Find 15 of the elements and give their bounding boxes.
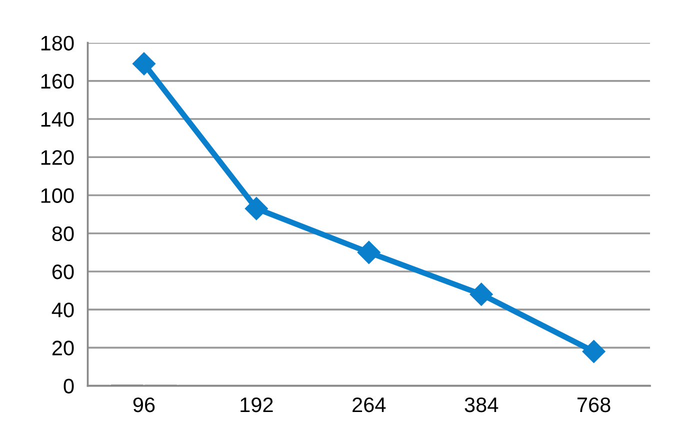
x-tick-label: 192 [240,397,273,412]
y-tick-label: 140 [41,112,74,127]
y-tick-label: 60 [52,264,74,280]
y-tick-label: 80 [52,226,74,242]
y-tick-label: 120 [41,150,74,165]
y-tick-label: 0 [64,378,74,394]
y-tick-label: 180 [41,36,74,51]
y-tick-label: 40 [52,302,74,318]
y-tick-label: 160 [41,74,74,89]
y-tick-label: 100 [41,188,74,204]
x-tick-label: 264 [352,397,386,412]
x-tick-label: 768 [577,397,610,412]
x-tick-label: 384 [464,397,498,412]
x-tick-label: 96 [133,397,155,412]
y-tick-label: 20 [52,340,74,356]
